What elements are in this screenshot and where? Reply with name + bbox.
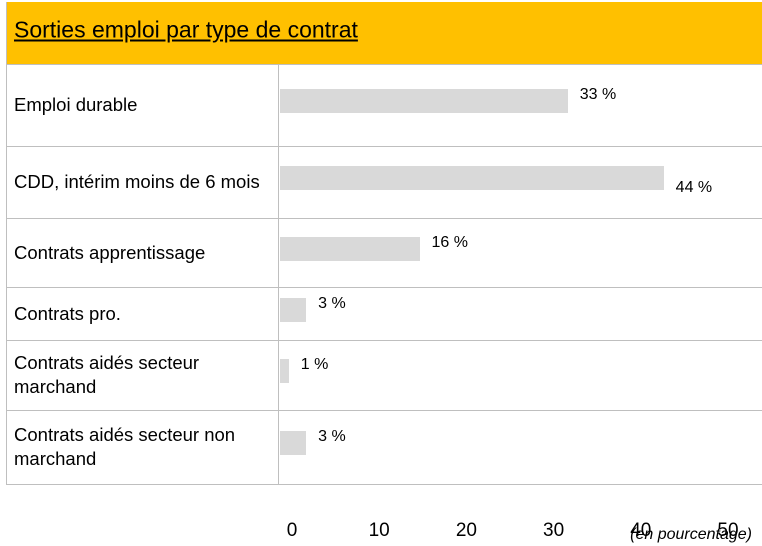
value-label: 1 % <box>300 356 329 373</box>
x-tick-label: 40 <box>630 520 652 541</box>
x-tick-label: 0 <box>286 520 298 541</box>
row-divider <box>6 218 762 219</box>
table-border <box>6 2 7 484</box>
x-tick-label: 10 <box>368 520 390 541</box>
bar <box>280 89 568 113</box>
value-label: 44 % <box>675 179 713 196</box>
x-tick-label: 50 <box>717 520 739 541</box>
x-tick-label: 20 <box>455 520 477 541</box>
row-divider <box>6 410 762 411</box>
category-label: Contrats apprentissage <box>14 241 206 263</box>
category-label: Emploi durable <box>14 94 138 115</box>
value-label: 33 % <box>579 86 617 103</box>
row-divider <box>6 287 762 288</box>
category-label: Contrats aidés secteur non marchand <box>14 424 236 469</box>
chart-title: Sorties emploi par type de contrat <box>14 16 358 43</box>
value-label: 16 % <box>431 233 468 251</box>
category-label: CDD, intérim moins de 6 mois <box>14 171 260 192</box>
bar <box>280 359 289 383</box>
category-label: Contrats aidés secteur marchand <box>14 352 200 397</box>
category-label: Contrats pro. <box>14 302 121 324</box>
value-label: 3 % <box>318 294 346 312</box>
value-label: 3 % <box>318 428 346 445</box>
x-tick-label: 30 <box>543 520 565 541</box>
bar <box>280 297 307 322</box>
bar <box>280 431 307 455</box>
column-divider <box>278 64 279 484</box>
row-divider <box>6 340 762 341</box>
bar <box>280 166 664 190</box>
row-divider <box>6 484 762 485</box>
x-axis-label: (en pourcentage) <box>630 526 752 543</box>
header <box>6 2 762 65</box>
bar <box>280 236 420 261</box>
row-divider <box>6 146 762 147</box>
